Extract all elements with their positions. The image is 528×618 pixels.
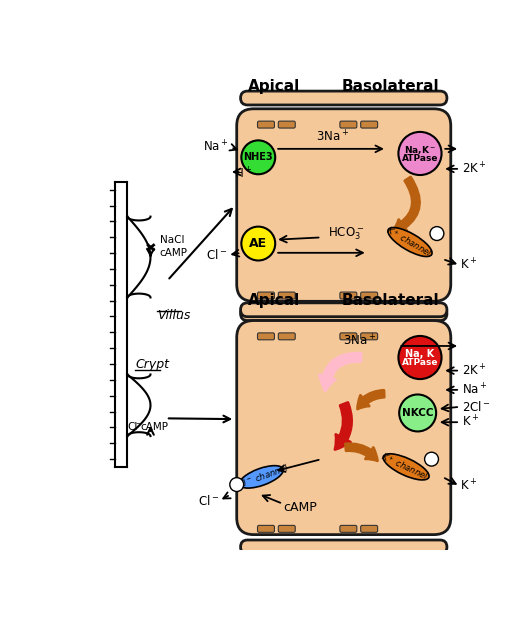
Text: Cl$^-$: Cl$^-$ [198,494,219,508]
FancyArrowPatch shape [319,353,361,391]
FancyBboxPatch shape [241,307,447,321]
FancyBboxPatch shape [278,525,295,532]
FancyBboxPatch shape [241,91,447,105]
FancyBboxPatch shape [241,303,447,316]
FancyBboxPatch shape [340,525,357,532]
Circle shape [399,132,441,175]
Text: K$^+$ channel: K$^+$ channel [379,450,430,482]
Circle shape [430,227,444,240]
FancyBboxPatch shape [278,121,295,128]
FancyArrowPatch shape [393,177,420,231]
Circle shape [241,140,275,174]
FancyBboxPatch shape [340,292,357,299]
Text: 2Cl$^-$: 2Cl$^-$ [461,400,491,414]
Text: Na$^+$: Na$^+$ [461,382,487,397]
Text: 3Na$^+$: 3Na$^+$ [343,334,376,349]
Text: Basolateral: Basolateral [342,293,439,308]
FancyArrowPatch shape [357,391,384,409]
Text: NHE3: NHE3 [243,152,273,163]
FancyBboxPatch shape [340,333,357,340]
Circle shape [425,452,438,466]
Text: Na$^+$: Na$^+$ [203,140,229,155]
FancyBboxPatch shape [258,292,275,299]
FancyBboxPatch shape [340,121,357,128]
FancyBboxPatch shape [361,292,378,299]
Circle shape [230,478,243,491]
Text: cAMP: cAMP [283,501,317,514]
Text: K$^+$ channel: K$^+$ channel [383,224,433,259]
Text: Villus: Villus [157,309,191,322]
Text: 2K$^+$: 2K$^+$ [461,363,486,378]
FancyBboxPatch shape [241,540,447,554]
FancyArrowPatch shape [345,444,378,461]
Text: K$^+$: K$^+$ [460,478,477,494]
Text: cAMP: cAMP [140,422,168,432]
FancyBboxPatch shape [258,525,275,532]
Ellipse shape [240,465,283,488]
Text: NKCC: NKCC [402,408,433,418]
FancyBboxPatch shape [278,333,295,340]
Ellipse shape [388,227,432,256]
Circle shape [399,336,441,379]
Text: K$^+$: K$^+$ [461,415,479,430]
Text: Na,K$^-$: Na,K$^-$ [404,143,436,156]
FancyBboxPatch shape [361,525,378,532]
Text: Basolateral: Basolateral [342,79,439,94]
FancyBboxPatch shape [258,121,275,128]
Text: NaCl: NaCl [160,235,184,245]
Text: Na, K: Na, K [406,349,435,358]
Text: cAMP: cAMP [160,248,188,258]
Circle shape [399,394,436,431]
FancyBboxPatch shape [237,321,451,535]
Text: Crypt: Crypt [135,358,169,371]
Text: H$^+$: H$^+$ [233,167,252,182]
Text: ATPase: ATPase [402,358,438,366]
Circle shape [241,227,275,261]
Text: Cl$^-$ channel: Cl$^-$ channel [236,462,290,491]
Text: Cl$^-$: Cl$^-$ [206,248,228,262]
Text: ATPase: ATPase [402,154,438,163]
Text: AE: AE [249,237,267,250]
FancyBboxPatch shape [258,333,275,340]
Text: Apical: Apical [248,293,300,308]
Ellipse shape [383,454,429,480]
FancyBboxPatch shape [361,121,378,128]
FancyArrowPatch shape [335,402,352,449]
FancyBboxPatch shape [237,109,451,302]
Text: 2K$^+$: 2K$^+$ [461,161,486,177]
Text: HCO$_3^-$: HCO$_3^-$ [328,226,364,242]
Text: Apical: Apical [248,79,300,94]
FancyBboxPatch shape [278,292,295,299]
Text: 3Na$^+$: 3Na$^+$ [316,130,350,145]
Text: $^{-}$: $^{-}$ [135,420,142,429]
Text: K$^+$: K$^+$ [460,258,477,273]
FancyBboxPatch shape [361,333,378,340]
Text: Cl: Cl [127,422,138,432]
